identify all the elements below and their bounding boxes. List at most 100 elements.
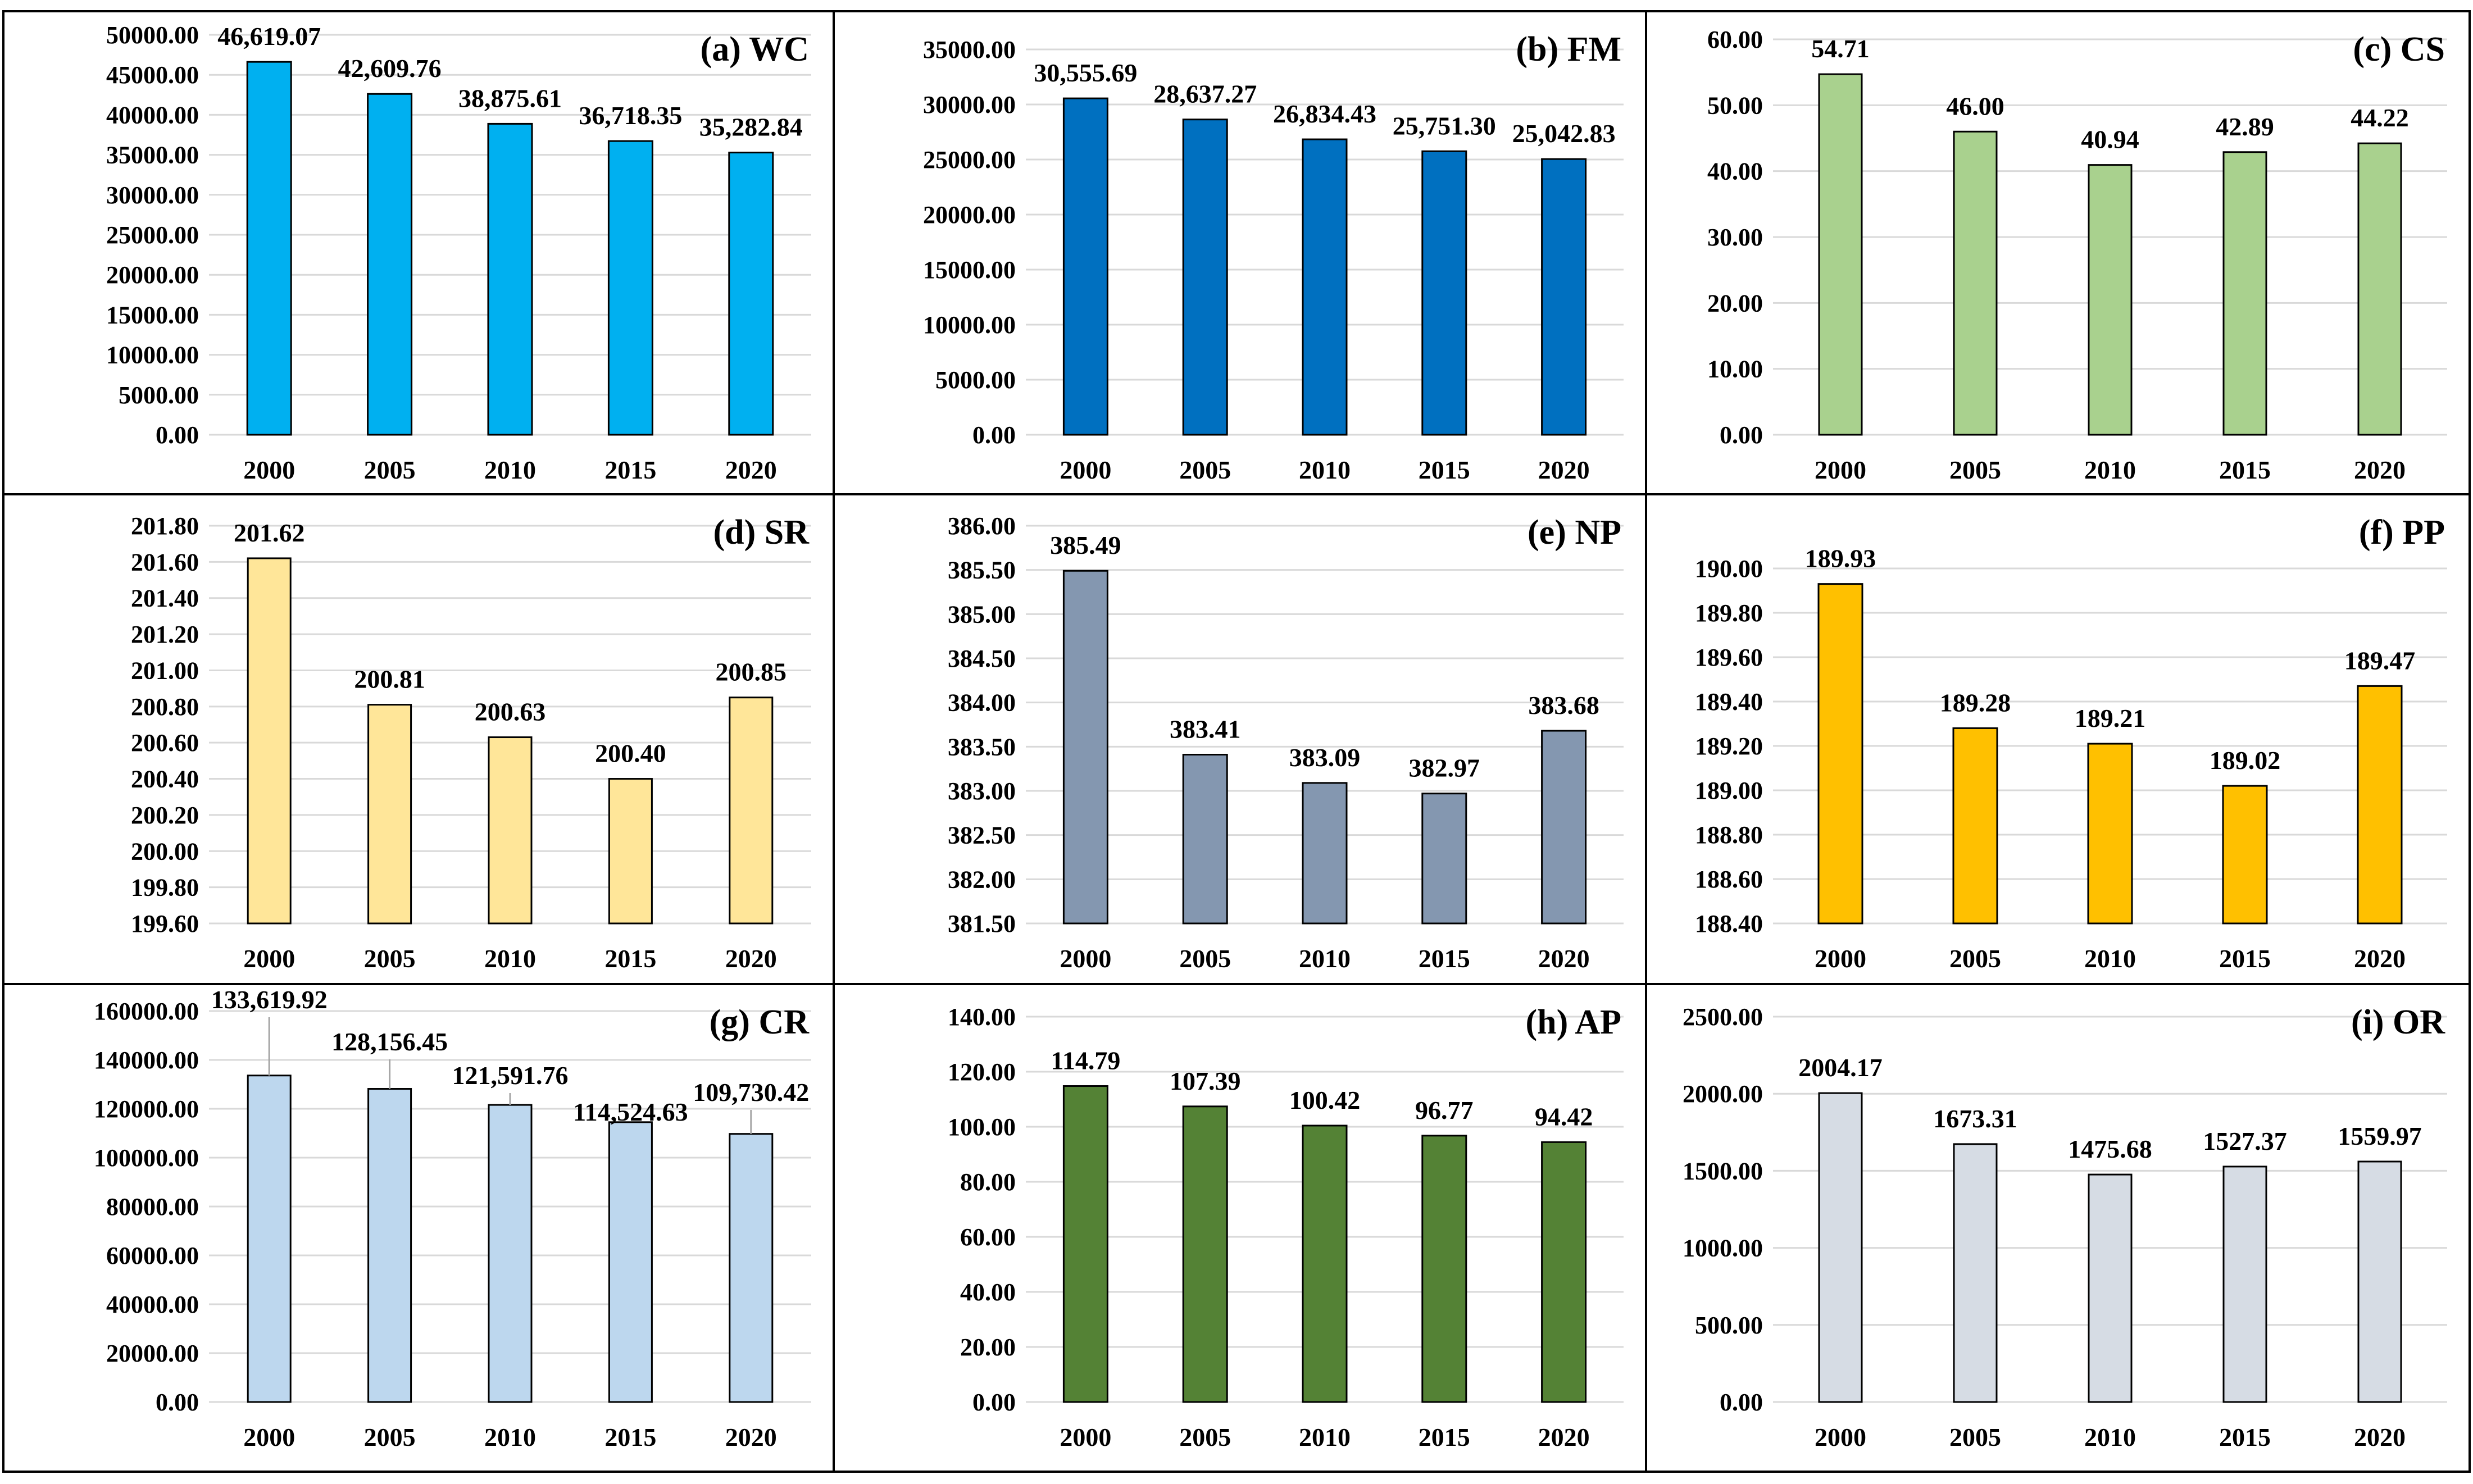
bar xyxy=(247,1075,292,1403)
bar xyxy=(246,61,292,436)
chart-panel-6: 188.40 188.60 188.80 189.00 189.20 189.40 189.… xyxy=(1695,513,2447,973)
bar xyxy=(1818,1092,1863,1403)
y-tick-label: 384.00 xyxy=(948,689,1016,717)
data-label: 1475.68 xyxy=(2068,1135,2152,1163)
data-label: 189.47 xyxy=(2344,646,2416,675)
x-tick-label: 2010 xyxy=(2084,1423,2136,1451)
y-tick-label: 201.60 xyxy=(131,548,199,576)
x-tick-label: 2020 xyxy=(1538,456,1590,484)
chart-title: (d) SR xyxy=(713,513,810,552)
chart-panel-2: 0.00 5000.00 10000.00 15000.00 20000.00 25000… xyxy=(923,30,1624,484)
figure-border xyxy=(2,10,2471,1473)
data-label: 200.40 xyxy=(595,739,666,768)
chart-panel-4: 199.60 199.80 200.00 200.20 200.40 200.60 200.… xyxy=(131,512,811,973)
y-tick-label: 200.40 xyxy=(131,766,199,793)
y-tick-label: 10000.00 xyxy=(923,311,1016,339)
data-label: 200.81 xyxy=(354,665,425,694)
y-tick-label: 5000.00 xyxy=(119,381,199,409)
x-tick-label: 2000 xyxy=(1060,1423,1111,1451)
chart-panel-3: 0.00 10.00 20.00 30.00 40.00 50.00 60.00 (c) CS… xyxy=(1707,26,2447,484)
x-tick-label: 2010 xyxy=(484,1423,536,1451)
bar xyxy=(1817,583,1863,925)
data-label: 114,524.63 xyxy=(573,1098,688,1126)
x-tick-label: 2020 xyxy=(2354,1423,2406,1451)
y-tick-label: 120000.00 xyxy=(94,1095,199,1123)
data-label: 44.22 xyxy=(2351,103,2409,132)
y-tick-label: 200.60 xyxy=(131,729,199,757)
y-tick-label: 382.50 xyxy=(948,822,1016,849)
y-tick-label: 20.00 xyxy=(1707,289,1763,317)
x-tick-label: 2020 xyxy=(725,944,777,973)
x-tick-label: 2005 xyxy=(1179,944,1231,973)
data-label: 38,875.61 xyxy=(458,84,562,112)
chart-panel-7: 0.00 20000.00 40000.00 60000.00 80000.00 1000… xyxy=(94,985,811,1451)
x-tick-label: 2000 xyxy=(1060,456,1111,484)
x-tick-label: 2015 xyxy=(2219,944,2271,973)
data-label: 107.39 xyxy=(1170,1067,1241,1095)
y-tick-label: 20000.00 xyxy=(923,201,1016,229)
bar xyxy=(487,122,533,436)
y-tick-label: 40.00 xyxy=(960,1278,1016,1306)
bar xyxy=(1302,138,1348,436)
x-tick-label: 2015 xyxy=(604,456,656,484)
chart-title: (f) PP xyxy=(2359,513,2445,552)
y-tick-label: 140.00 xyxy=(948,1003,1016,1031)
data-label: 1527.37 xyxy=(2203,1127,2287,1155)
x-tick-label: 2005 xyxy=(1179,456,1231,484)
bar xyxy=(1062,97,1108,436)
y-tick-label: 385.00 xyxy=(948,600,1016,628)
data-label: 133,619.92 xyxy=(211,985,328,1014)
bar xyxy=(2222,151,2267,436)
x-tick-label: 2010 xyxy=(2084,456,2136,484)
bar xyxy=(367,704,412,925)
data-label: 2004.17 xyxy=(1798,1053,1883,1082)
y-tick-label: 189.20 xyxy=(1695,732,1763,760)
y-tick-label: 25000.00 xyxy=(923,146,1016,174)
bar xyxy=(2357,142,2402,436)
y-tick-label: 189.00 xyxy=(1695,777,1763,804)
y-tick-label: 188.60 xyxy=(1695,866,1763,893)
data-label: 383.09 xyxy=(1289,743,1361,772)
data-label: 42,609.76 xyxy=(338,54,442,83)
bar xyxy=(608,1121,653,1403)
data-label: 30,555.69 xyxy=(1034,58,1137,87)
y-tick-label: 140000.00 xyxy=(94,1046,199,1074)
y-tick-label: 2000.00 xyxy=(1683,1080,1763,1108)
data-label: 25,751.30 xyxy=(1393,111,1496,140)
x-tick-label: 2020 xyxy=(1538,1423,1590,1451)
y-tick-label: 80000.00 xyxy=(106,1193,199,1221)
y-tick-label: 0.00 xyxy=(972,421,1016,449)
chart-title: (e) NP xyxy=(1528,513,1621,552)
bar xyxy=(1421,150,1467,436)
y-tick-label: 50000.00 xyxy=(106,21,199,49)
data-label: 109,730.42 xyxy=(693,1078,809,1107)
chart-panel-5: 381.50 382.00 382.50 383.00 383.50 384.00 384.… xyxy=(948,512,1624,973)
y-tick-label: 40000.00 xyxy=(106,1291,199,1318)
bar xyxy=(1953,130,1998,436)
y-tick-label: 0.00 xyxy=(1720,421,1763,449)
bar xyxy=(2088,164,2133,436)
bar xyxy=(2222,785,2268,925)
x-tick-label: 2000 xyxy=(1815,944,1866,973)
y-tick-label: 0.00 xyxy=(156,421,199,449)
y-tick-label: 30.00 xyxy=(1707,224,1763,251)
chart-title: (a) WC xyxy=(701,30,809,69)
y-tick-label: 383.50 xyxy=(948,733,1016,761)
y-tick-label: 0.00 xyxy=(156,1389,199,1416)
data-label: 100.42 xyxy=(1289,1086,1361,1114)
y-tick-label: 383.00 xyxy=(948,777,1016,805)
x-tick-label: 2010 xyxy=(1299,1423,1351,1451)
y-tick-label: 35000.00 xyxy=(106,142,199,169)
data-label: 1559.97 xyxy=(2338,1122,2422,1150)
data-label: 28,637.27 xyxy=(1153,80,1257,108)
x-tick-label: 2020 xyxy=(2354,944,2406,973)
y-tick-label: 30000.00 xyxy=(923,91,1016,119)
chart-title: (c) CS xyxy=(2353,30,2445,69)
bar xyxy=(367,1088,412,1403)
y-tick-label: 25000.00 xyxy=(106,221,199,249)
y-tick-label: 80.00 xyxy=(960,1168,1016,1196)
y-tick-label: 201.40 xyxy=(131,585,199,612)
bar xyxy=(1182,753,1228,925)
y-tick-label: 120.00 xyxy=(948,1058,1016,1086)
y-tick-label: 200.20 xyxy=(131,802,199,829)
